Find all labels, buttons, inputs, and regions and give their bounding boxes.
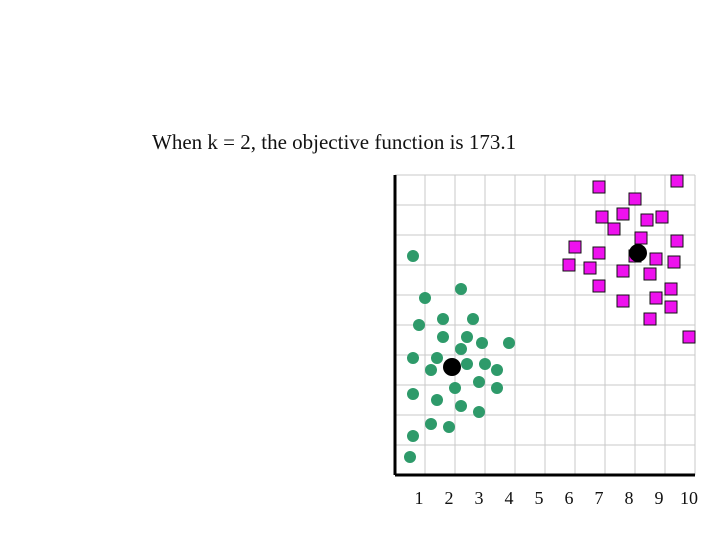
cluster-2-point (562, 258, 576, 272)
cluster-1-point (431, 352, 443, 364)
x-tick-label: 6 (565, 488, 574, 508)
x-tick-label: 7 (595, 488, 604, 508)
cluster-2-point (628, 192, 642, 206)
cluster-1-point (443, 421, 455, 433)
cluster-2-point (640, 213, 654, 227)
cluster-2-point (634, 231, 648, 245)
cluster-1-point (437, 331, 449, 343)
cluster-1-point (473, 376, 485, 388)
cluster-1-point (419, 292, 431, 304)
x-tick-labels: 1 2 3 4 5 6 7 8 9 10 (415, 488, 699, 508)
cluster-2-point (607, 222, 621, 236)
x-tick-label: 4 (505, 488, 514, 508)
x-tick-label: 5 (535, 488, 544, 508)
centroid-marker (443, 358, 461, 376)
x-tick-label: 8 (625, 488, 634, 508)
cluster-2-point (583, 261, 597, 275)
plot-axes (393, 175, 695, 477)
cluster-2-point (649, 252, 663, 266)
cluster-2-point (643, 267, 657, 281)
cluster-2-point (616, 207, 630, 221)
cluster-2-point (592, 279, 606, 293)
x-tick-label: 9 (655, 488, 664, 508)
cluster-1-point (407, 430, 419, 442)
cluster-1-point (461, 358, 473, 370)
cluster-1-point (461, 331, 473, 343)
x-tick-label: 10 (680, 488, 698, 508)
cluster-1-point (407, 352, 419, 364)
cluster-1-point (476, 337, 488, 349)
cluster-1-point (404, 451, 416, 463)
x-tick-label: 3 (475, 488, 484, 508)
cluster-1-point (413, 319, 425, 331)
cluster-2-point (664, 282, 678, 296)
cluster-centroids (443, 244, 647, 376)
cluster-1-point (407, 388, 419, 400)
cluster-1-point (449, 382, 461, 394)
cluster-1-point (503, 337, 515, 349)
x-tick-label: 2 (445, 488, 454, 508)
cluster-1-point (425, 364, 437, 376)
cluster-1-point (437, 313, 449, 325)
cluster-2-point (670, 174, 684, 188)
centroid-marker (629, 244, 647, 262)
cluster-1-point (491, 364, 503, 376)
cluster-2-point (616, 264, 630, 278)
cluster-2-point (667, 255, 681, 269)
cluster-1-point (455, 283, 467, 295)
cluster-1-point (467, 313, 479, 325)
cluster-2-point (643, 312, 657, 326)
cluster-2-point (595, 210, 609, 224)
cluster-2-point (664, 300, 678, 314)
cluster-2-point (670, 234, 684, 248)
cluster-1-point (431, 394, 443, 406)
cluster-1-point (425, 418, 437, 430)
x-tick-label: 1 (415, 488, 424, 508)
cluster-2-point (568, 240, 582, 254)
cluster-1-point (455, 343, 467, 355)
data-points (404, 174, 696, 463)
cluster-2-point (592, 246, 606, 260)
cluster-1-point (479, 358, 491, 370)
cluster-2-point (655, 210, 669, 224)
cluster-2-point (682, 330, 696, 344)
slide-title: When k = 2, the objective function is 17… (152, 130, 517, 154)
cluster-1-point (491, 382, 503, 394)
cluster-1-point (407, 250, 419, 262)
cluster-2-point (649, 291, 663, 305)
cluster-2-point (592, 180, 606, 194)
cluster-1-point (473, 406, 485, 418)
cluster-1-point (455, 400, 467, 412)
cluster-2-point (616, 294, 630, 308)
